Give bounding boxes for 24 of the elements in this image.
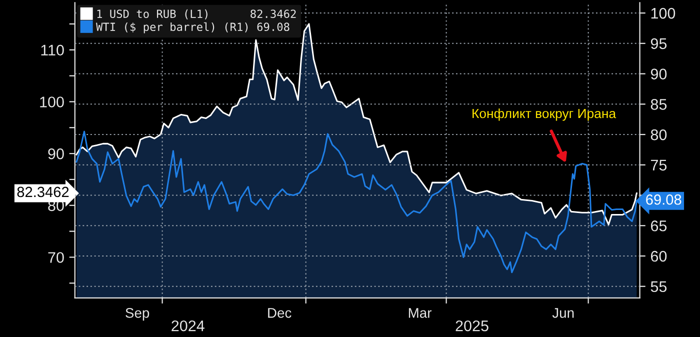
legend-label: 1 USD to RUB (L1) 82.3462 (97, 9, 296, 20)
y2-tick-label: 60 (650, 250, 667, 262)
y2-tick-label: 75 (651, 160, 667, 171)
y2-tick-label: 90 (650, 68, 667, 80)
annotation: Конфликт вокруг Ирана (472, 108, 616, 121)
y2-tick-label: 55 (650, 281, 667, 292)
text: 82.3462 (17, 186, 69, 198)
y2-tick-label: 100 (651, 8, 676, 19)
x-tick-label: Mar (408, 308, 432, 318)
y2-tick-label: 85 (650, 99, 667, 110)
y-tick-label: 100 (40, 96, 64, 108)
text: 69.08 (646, 194, 682, 205)
y2-tick-label: 80 (650, 129, 667, 140)
y-tick-label: 70 (48, 252, 64, 263)
y-tick-label: 90 (48, 148, 64, 160)
y2-tick-label: 65 (650, 220, 667, 232)
y-tick-label: 110 (41, 44, 64, 56)
x-tick-label: Dec (268, 308, 292, 318)
y2-tick-label: 95 (650, 38, 667, 50)
x-tick-label: Sep (126, 308, 150, 321)
text: 2025 (456, 320, 488, 332)
x-tick-label: Jun (552, 308, 574, 318)
text: 2024 (172, 320, 204, 332)
legend-label: WTI ($ per barrel) (R1) 69.08 (96, 22, 290, 34)
